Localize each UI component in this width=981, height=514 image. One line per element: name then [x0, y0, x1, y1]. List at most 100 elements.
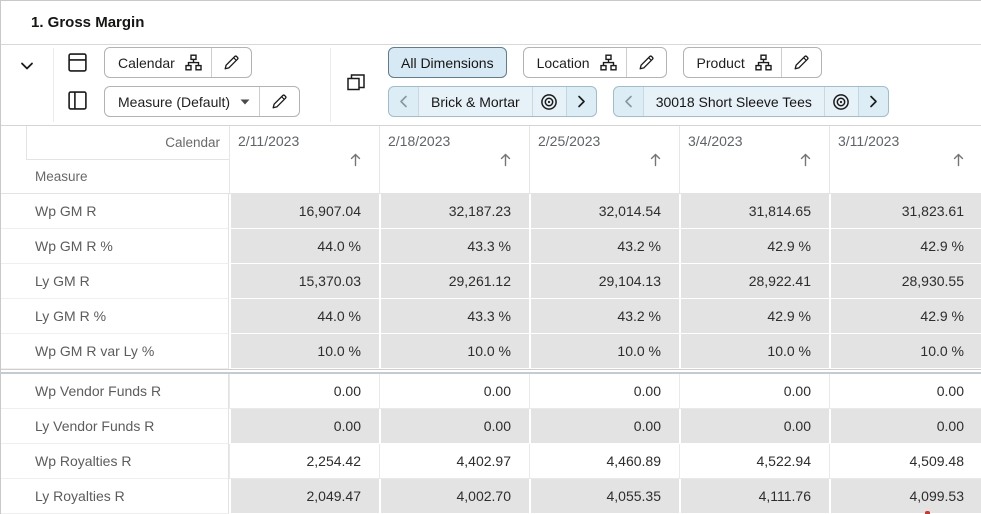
- pencil-icon: [223, 54, 240, 71]
- grid-cell[interactable]: 42.9 %: [679, 229, 829, 264]
- sort-ascending-icon[interactable]: [649, 152, 662, 167]
- row-header[interactable]: Wp Royalties R: [1, 444, 229, 479]
- collapse-section: [1, 45, 53, 125]
- row-header[interactable]: Wp GM R var Ly %: [1, 334, 229, 369]
- sort-ascending-icon[interactable]: [799, 152, 812, 167]
- hierarchy-icon[interactable]: [599, 54, 626, 71]
- grid-cell[interactable]: 42.9 %: [829, 229, 981, 264]
- grid-cell[interactable]: 43.2 %: [529, 299, 679, 334]
- sort-ascending-icon[interactable]: [349, 152, 362, 167]
- row-header[interactable]: Wp GM R: [1, 194, 229, 229]
- grid-cell[interactable]: 4,402.97: [379, 444, 529, 479]
- grid-cell[interactable]: 0.00: [529, 409, 679, 444]
- grid-cell[interactable]: 0.00: [679, 409, 829, 444]
- grid-cell[interactable]: 43.3 %: [379, 229, 529, 264]
- grid-cell[interactable]: 43.3 %: [379, 299, 529, 334]
- page-slice-tile[interactable]: 30018 Short Sleeve Tees: [612, 86, 889, 117]
- row-header[interactable]: Ly GM R %: [1, 299, 229, 334]
- row-header[interactable]: Ly Vendor Funds R: [1, 409, 229, 444]
- grid-cell[interactable]: 44.0 %: [229, 299, 379, 334]
- column-header-label: 3/4/2023: [688, 133, 743, 149]
- grid-cell[interactable]: 2,254.42: [229, 444, 379, 479]
- sort-ascending-icon[interactable]: [952, 152, 965, 167]
- page-slice-label[interactable]: 30018 Short Sleeve Tees: [642, 87, 824, 116]
- alert-marker: [925, 511, 930, 514]
- grid-cell[interactable]: 0.00: [829, 374, 981, 409]
- grid-cell[interactable]: 2,049.47: [229, 479, 379, 514]
- edit-dimension-button[interactable]: [627, 48, 666, 77]
- column-header[interactable]: 3/11/2023: [829, 126, 981, 193]
- column-header[interactable]: 2/25/2023: [529, 126, 679, 193]
- grid-cell[interactable]: 0.00: [379, 374, 529, 409]
- grid-cell[interactable]: 4,522.94: [679, 444, 829, 479]
- grid-cell[interactable]: 29,104.13: [529, 264, 679, 299]
- hierarchy-icon[interactable]: [754, 54, 781, 71]
- grid-cell[interactable]: 28,930.55: [829, 264, 981, 299]
- grid-cell[interactable]: 32,014.54: [529, 194, 679, 229]
- all-dimensions-button[interactable]: All Dimensions: [388, 47, 507, 78]
- grid-cell[interactable]: 42.9 %: [679, 299, 829, 334]
- grid-cell[interactable]: 4,099.53: [829, 479, 981, 514]
- grid-header: Calendar Measure 2/11/2023 2/18/2023 2/2…: [1, 125, 981, 193]
- grid-cell[interactable]: 10.0 %: [529, 334, 679, 369]
- bullseye-icon: [540, 93, 558, 111]
- grid-cell[interactable]: 31,814.65: [679, 194, 829, 229]
- row-header[interactable]: Wp Vendor Funds R: [1, 374, 229, 409]
- grid-cell[interactable]: 44.0 %: [229, 229, 379, 264]
- next-slice-button[interactable]: [857, 87, 888, 116]
- column-dimension-label: Calendar: [26, 126, 229, 160]
- grid-cell[interactable]: 4,002.70: [379, 479, 529, 514]
- grid-cell[interactable]: 42.9 %: [829, 299, 981, 334]
- grid-cell[interactable]: 15,370.03: [229, 264, 379, 299]
- caret-down-icon[interactable]: [239, 99, 259, 105]
- edit-columns-axis-button[interactable]: [260, 87, 299, 116]
- page-dimension-tile-product[interactable]: Product: [682, 47, 822, 78]
- title-bar: 1. Gross Margin: [1, 1, 981, 45]
- grid-cell[interactable]: 4,055.35: [529, 479, 679, 514]
- grid-cell[interactable]: 0.00: [529, 374, 679, 409]
- edit-rows-axis-button[interactable]: [212, 48, 251, 77]
- rows-axis-tile-calendar[interactable]: Calendar: [104, 47, 252, 78]
- sort-ascending-icon[interactable]: [499, 152, 512, 167]
- hierarchy-icon[interactable]: [184, 54, 211, 71]
- grid-cell[interactable]: 43.2 %: [529, 229, 679, 264]
- grid-cell[interactable]: 10.0 %: [679, 334, 829, 369]
- previous-slice-button[interactable]: [389, 87, 418, 116]
- slice-scope-button[interactable]: [531, 87, 566, 116]
- grid-cell[interactable]: 16,907.04: [229, 194, 379, 229]
- row-header[interactable]: Ly GM R: [1, 264, 229, 299]
- rows-axis-icon: [68, 53, 87, 72]
- row-header[interactable]: Ly Royalties R: [1, 479, 229, 514]
- grid-cell[interactable]: 10.0 %: [229, 334, 379, 369]
- grid-cell[interactable]: 31,823.61: [829, 194, 981, 229]
- page-slice-label[interactable]: Brick & Mortar: [418, 87, 532, 116]
- table-row: Ly GM R % 44.0 % 43.3 % 43.2 % 42.9 % 42.9 %: [1, 299, 981, 334]
- column-header[interactable]: 2/18/2023: [379, 126, 529, 193]
- previous-slice-button[interactable]: [614, 87, 643, 116]
- columns-axis-tile-measure[interactable]: Measure (Default): [104, 86, 301, 117]
- grid-cell[interactable]: 0.00: [829, 409, 981, 444]
- grid-cell[interactable]: 28,922.41: [679, 264, 829, 299]
- grid-cell[interactable]: 0.00: [229, 374, 379, 409]
- next-slice-button[interactable]: [565, 87, 596, 116]
- pencil-icon: [271, 93, 288, 110]
- collapse-toolbar-button[interactable]: [15, 54, 39, 78]
- grid-cell[interactable]: 10.0 %: [829, 334, 981, 369]
- grid-cell[interactable]: 0.00: [229, 409, 379, 444]
- grid-cell[interactable]: 0.00: [379, 409, 529, 444]
- page-dimension-tile-location[interactable]: Location: [522, 47, 667, 78]
- grid-cell[interactable]: 4,111.76: [679, 479, 829, 514]
- grid-cell[interactable]: 4,509.48: [829, 444, 981, 479]
- column-header[interactable]: 3/4/2023: [679, 126, 829, 193]
- row-header[interactable]: Wp GM R %: [1, 229, 229, 264]
- grid-cell[interactable]: 29,261.12: [379, 264, 529, 299]
- column-header[interactable]: 2/11/2023: [229, 126, 379, 193]
- page-slice-tile[interactable]: Brick & Mortar: [388, 86, 597, 117]
- edit-dimension-button[interactable]: [782, 48, 821, 77]
- grid-cell[interactable]: 0.00: [679, 374, 829, 409]
- slice-scope-button[interactable]: [823, 87, 858, 116]
- grid-cell[interactable]: 4,460.89: [529, 444, 679, 479]
- grid-cell[interactable]: 10.0 %: [379, 334, 529, 369]
- grid-cell[interactable]: 32,187.23: [379, 194, 529, 229]
- table-row: Ly Vendor Funds R 0.00 0.00 0.00 0.00 0.00: [1, 409, 981, 444]
